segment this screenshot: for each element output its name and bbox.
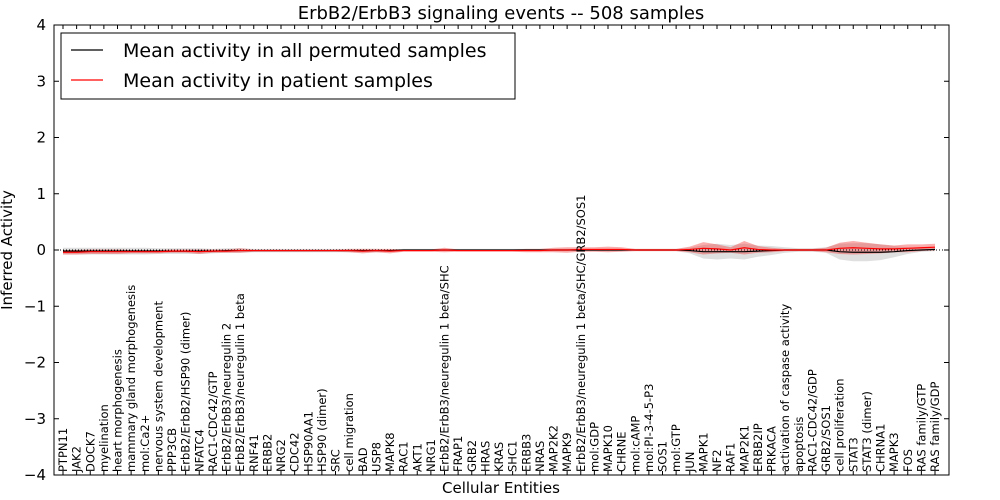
x-tick-label: HRAS: [478, 441, 492, 472]
x-tick-label: AKT1: [410, 443, 424, 472]
series-band-0: [63, 243, 935, 262]
x-tick-label: SHC1: [506, 441, 520, 472]
x-tick-label: cell migration: [342, 393, 356, 472]
x-tick-label: myelination: [97, 404, 111, 472]
x-tick-label: FOS: [901, 449, 915, 472]
y-tick-label: −4: [24, 466, 46, 484]
x-tick-label: NF2: [710, 449, 724, 472]
x-tick-label: MAPK8: [383, 432, 397, 472]
x-tick-label: MAPK10: [601, 425, 615, 472]
x-tick-label: ERBB3: [519, 434, 533, 472]
x-tick-label: KRAS: [492, 442, 506, 472]
x-tick-label: RAF1: [724, 443, 738, 472]
x-tick-label: mol:Ca2+: [138, 415, 152, 472]
x-tick-label: GRB2/SOS1: [819, 405, 833, 472]
x-tick-label: STAT3: [846, 437, 860, 472]
x-tick-label: SRC: [329, 449, 343, 472]
legend-label-patient: Mean activity in patient samples: [123, 70, 433, 92]
x-tick-label: heart morphogenesis: [111, 349, 125, 472]
y-tick-label: 4: [36, 16, 46, 34]
x-tick-label: PTPN11: [56, 428, 70, 472]
x-tick-label: HSP90 (dimer): [315, 388, 329, 472]
x-tick-label: mol:PI-3-4-5-P3: [642, 384, 656, 472]
x-tick-label: ERBB2IP: [751, 423, 765, 472]
x-tick-label: ErbB2/ErbB3/neuregulin 1 beta: [233, 293, 247, 472]
x-tick-label: MAPK1: [696, 432, 710, 472]
y-tick-label: 0: [36, 241, 46, 259]
x-tick-label: RAS family/GDP: [928, 382, 942, 472]
x-tick-label: RAS family/GTP: [914, 384, 928, 472]
legend: Mean activity in all permuted samples Me…: [60, 32, 516, 100]
x-tick-label: mol:cAMP: [628, 416, 642, 472]
x-axis-title: Cellular Entities: [442, 479, 560, 497]
y-axis-title: Inferred Activity: [0, 190, 16, 310]
x-tick-label: PRKACA: [765, 426, 779, 472]
x-tick-label: BAD: [356, 447, 370, 472]
x-tick-label: RAC1: [397, 441, 411, 472]
x-tick-label: ErbB2/ErbB3/neuregulin 1 beta/SHC/GRB2/S…: [574, 195, 588, 472]
x-tick-label: RAC1-CDC42/GTP: [206, 371, 220, 472]
x-tick-label: mammary gland morphogenesis: [124, 285, 138, 472]
x-tick-label: JUN: [683, 452, 697, 473]
x-tick-label: MAPK9: [560, 432, 574, 472]
y-tick-label: 3: [36, 72, 46, 90]
x-tick-label: HSP90AA1: [301, 411, 315, 472]
x-tick-label: FRAP1: [451, 436, 465, 472]
x-tick-label: activation of caspase activity: [778, 304, 792, 472]
x-tick-label: MAP2K1: [737, 425, 751, 472]
x-tick-label: MAPK3: [887, 432, 901, 472]
series-line-1: [63, 246, 936, 253]
x-tick-label: RAC1-CDC42/GDP: [805, 369, 819, 472]
x-tick-label: GRB2: [465, 440, 479, 472]
x-tick-label: ErbB2/ErbB3/neuregulin 2: [220, 323, 234, 472]
x-tick-label: NRAS: [533, 441, 547, 472]
y-tick-label: 2: [36, 129, 46, 147]
legend-label-permuted: Mean activity in all permuted samples: [123, 40, 486, 62]
y-axis: −4 −3 −2 −1 0 1 2 3 4: [24, 16, 949, 484]
x-tick-label: CHRNA1: [874, 424, 888, 472]
x-axis: PTPN11 JAK2 DOCK7 myelination heart morphoge…: [56, 25, 942, 475]
x-tick-label: MAP2K2: [547, 425, 561, 472]
x-tick-label: STAT3 (dimer): [860, 391, 874, 472]
x-tick-label: PPP3CB: [165, 428, 179, 472]
x-tick-label: cell proliferation: [833, 378, 847, 472]
x-tick-label: mol:GDP: [587, 422, 601, 472]
x-tick-label: apoptosis: [792, 417, 806, 472]
y-tick-label: −3: [24, 410, 46, 428]
x-tick-label: RNF41: [247, 434, 261, 472]
x-tick-label: NRG1: [424, 439, 438, 472]
legend-box: [60, 32, 516, 100]
y-tick-label: −1: [24, 297, 46, 315]
x-tick-label: SOS1: [656, 441, 670, 472]
x-tick-label: ERBB2: [260, 434, 274, 472]
chart-title: ErbB2/ErbB3 signaling events -- 508 samp…: [298, 3, 705, 24]
x-tick-label: DOCK7: [83, 431, 97, 472]
x-tick-label: USP8: [369, 442, 383, 472]
x-tick-label: nervous system development: [151, 301, 165, 472]
x-tick-label: ErbB2/ErbB2/HSP90 (dimer): [179, 312, 193, 472]
series-lines: [63, 246, 936, 253]
x-tick-label: mol:GTP: [669, 424, 683, 472]
x-tick-label: JAK2: [70, 446, 84, 473]
x-tick-label: CDC42: [288, 432, 302, 472]
y-tick-label: 1: [36, 185, 46, 203]
x-tick-label: ErbB2/ErbB3/neuregulin 1 beta/SHC: [438, 265, 452, 472]
x-tick-label: NRG2: [274, 439, 288, 472]
x-tick-label: NFATC4: [192, 429, 206, 472]
x-tick-label: CHRNE: [615, 431, 629, 472]
y-tick-label: −2: [24, 354, 46, 372]
